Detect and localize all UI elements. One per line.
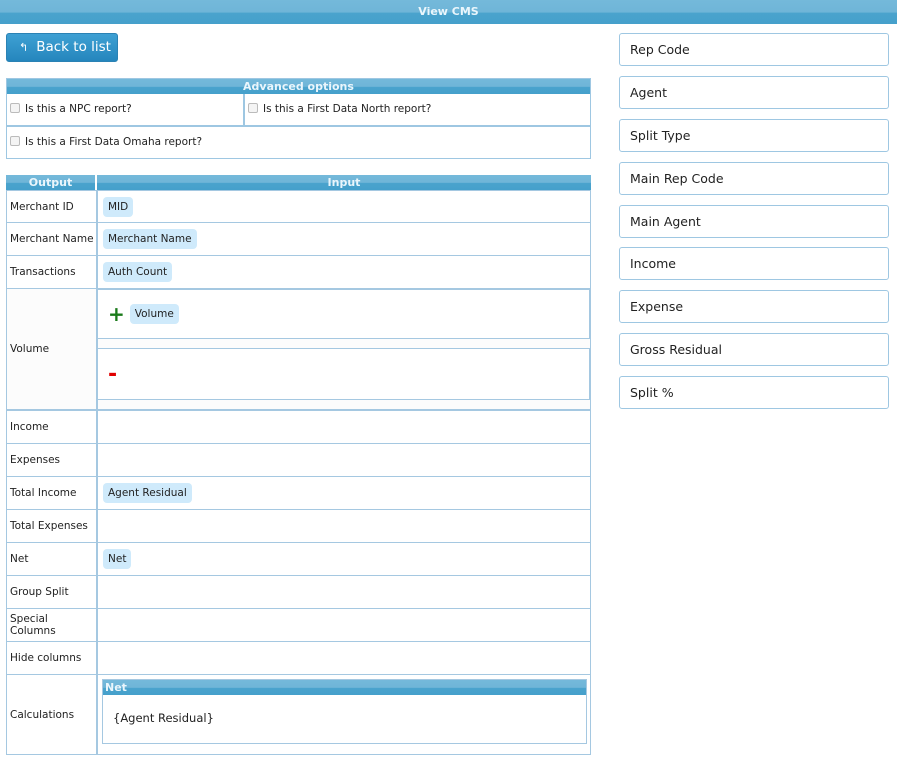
row-label: Transactions (7, 256, 98, 288)
dropzone[interactable] (100, 576, 590, 608)
option-label: Is this a First Data North report? (263, 103, 432, 115)
table-row: Total Income Agent Residual (6, 477, 591, 510)
title-bar: View CMS (0, 0, 897, 24)
advanced-options-title: Advanced options (7, 79, 590, 94)
dropzone[interactable] (100, 642, 590, 674)
dropzone[interactable] (100, 609, 590, 641)
field-chip[interactable]: Net (103, 549, 132, 569)
output-header: Output (6, 175, 97, 190)
npc-report-option[interactable]: Is this a NPC report? (10, 103, 132, 115)
table-row: Merchant Name Merchant Name (6, 223, 591, 256)
back-label: Back to list (36, 39, 111, 55)
back-arrow-icon: ↰ (19, 41, 29, 54)
row-label: Net (7, 543, 98, 575)
row-label: Total Expenses (7, 510, 98, 542)
field-chip[interactable]: MID (103, 196, 134, 217)
table-row: Income (6, 410, 591, 444)
divider (243, 94, 245, 127)
row-label: Expenses (7, 444, 98, 476)
first-data-north-option[interactable]: Is this a First Data North report? (248, 103, 431, 115)
table-row: Expenses (6, 444, 591, 477)
table-row: Volume + Volume - (6, 289, 591, 410)
row-label: Calculations (7, 675, 98, 754)
field-chip[interactable]: Auth Count (103, 262, 173, 282)
row-label: Special Columns (7, 609, 98, 641)
row-label: Income (7, 411, 98, 443)
plus-dropzone[interactable]: + Volume (97, 289, 590, 339)
table-row: Net Net (6, 543, 591, 576)
dropzone[interactable] (100, 510, 590, 542)
table-row: Hide columns (6, 642, 591, 675)
dropzone[interactable] (100, 444, 590, 476)
field-chip[interactable]: Volume (129, 304, 179, 324)
field-split-percent[interactable]: Split % (619, 376, 889, 409)
divider (7, 125, 590, 127)
row-label: Merchant Name (7, 223, 98, 255)
row-label: Volume (7, 289, 98, 409)
checkbox[interactable] (248, 103, 258, 113)
field-main-rep-code[interactable]: Main Rep Code (619, 162, 889, 195)
plus-icon: + (108, 302, 125, 326)
field-main-agent[interactable]: Main Agent (619, 205, 889, 238)
calculation-title: Net (103, 680, 586, 695)
minus-dropzone[interactable]: - (97, 348, 590, 400)
option-label: Is this a NPC report? (25, 103, 132, 115)
checkbox[interactable] (10, 103, 20, 113)
field-gross-residual[interactable]: Gross Residual (619, 333, 889, 366)
table-row: Merchant ID MID (6, 190, 591, 223)
field-chip[interactable]: Merchant Name (103, 229, 197, 249)
table-row: Transactions Auth Count (6, 256, 591, 289)
row-label: Hide columns (7, 642, 98, 674)
row-label: Merchant ID (7, 191, 98, 222)
calculation-formula[interactable]: {Agent Residual} (113, 711, 214, 725)
table-row: Group Split (6, 576, 591, 609)
first-data-omaha-option[interactable]: Is this a First Data Omaha report? (10, 136, 202, 148)
back-to-list-button[interactable]: ↰ Back to list (6, 33, 118, 62)
row-label: Total Income (7, 477, 98, 509)
calculation-panel: Net {Agent Residual} (102, 679, 587, 744)
row-label: Group Split (7, 576, 98, 608)
advanced-options-panel: Advanced options Is this a NPC report? I… (6, 78, 591, 159)
checkbox[interactable] (10, 136, 20, 146)
minus-icon: - (108, 361, 118, 387)
field-chip[interactable]: Agent Residual (103, 483, 192, 503)
dropzone[interactable] (100, 411, 590, 443)
input-header: Input (97, 175, 591, 190)
field-income[interactable]: Income (619, 247, 889, 280)
table-row: Total Expenses (6, 510, 591, 543)
field-agent[interactable]: Agent (619, 76, 889, 109)
option-label: Is this a First Data Omaha report? (25, 136, 203, 148)
field-split-type[interactable]: Split Type (619, 119, 889, 152)
field-expense[interactable]: Expense (619, 290, 889, 323)
field-rep-code[interactable]: Rep Code (619, 33, 889, 66)
table-row: Calculations Net {Agent Residual} (6, 675, 591, 755)
table-row: Special Columns (6, 609, 591, 642)
